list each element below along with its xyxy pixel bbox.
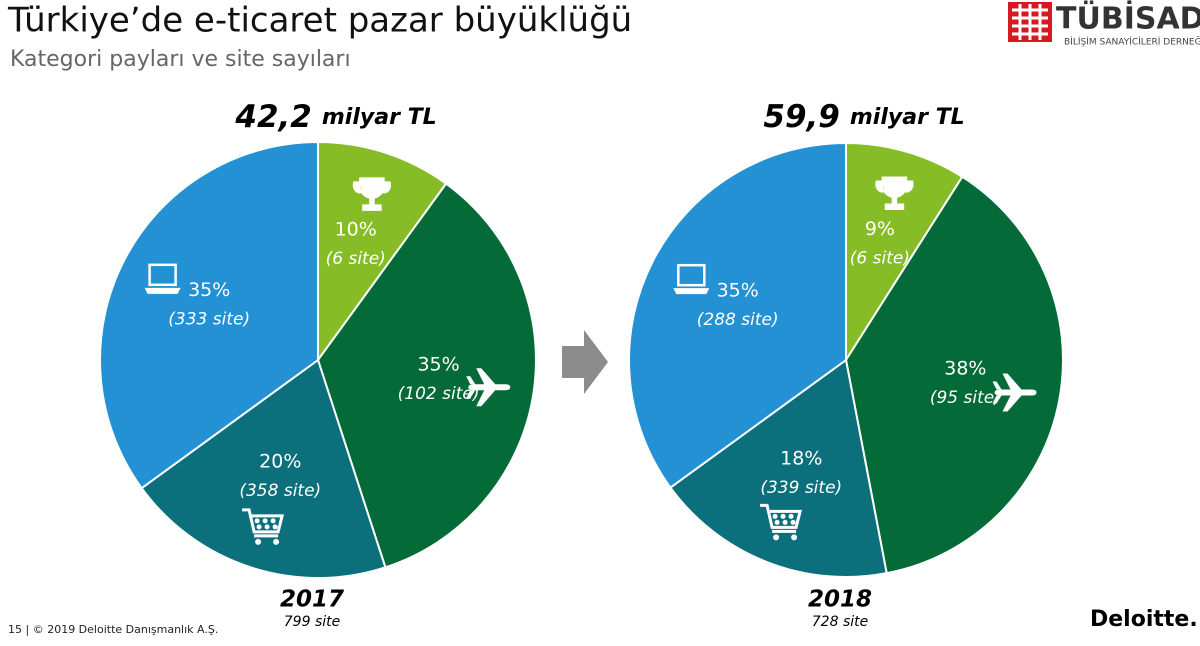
pie-slice <box>845 141 964 364</box>
arrow <box>562 330 608 394</box>
slice-icon <box>144 263 181 294</box>
pie-slice <box>669 358 888 578</box>
slice-icon <box>673 263 710 295</box>
icon-cart-dot <box>264 524 270 530</box>
pie-slice <box>99 140 319 490</box>
icon-cart-dot <box>270 518 276 524</box>
pie-chart: 10% (6 site) 35% (102 site) 20% (358 site) 35%… <box>99 99 537 630</box>
slice-value-label: 20% <box>259 451 301 473</box>
icon-cart-dot <box>772 513 778 519</box>
logo-grid <box>1012 4 1048 40</box>
slice-value-label: 35% <box>417 354 459 376</box>
icon-cart-dot <box>262 518 268 524</box>
pie-slice <box>140 358 387 579</box>
slice-value-label: 38% <box>944 357 986 379</box>
icon-cart-dot <box>774 519 780 525</box>
icon-cart <box>242 508 285 538</box>
icon-cart-wheel <box>273 538 280 545</box>
pie-title: 42,2 milyar TL <box>234 99 436 135</box>
footer-text: 15 | © 2019 Deloitte Danışmanlık A.Ş. <box>8 623 218 636</box>
icon-cart-wheel <box>791 534 798 541</box>
slice-site-label: (6 site) <box>326 249 386 269</box>
icon-cart-dot <box>782 519 788 525</box>
icon-cart-wheel <box>255 538 262 545</box>
icon-trophy <box>875 176 914 211</box>
slice-icon <box>992 373 1037 412</box>
icon-cart-dot <box>790 519 796 525</box>
pie-slice <box>628 141 847 489</box>
slice-value-label: 35% <box>188 279 230 301</box>
slice-site-label: (339 site) <box>760 478 842 498</box>
pie-slice <box>316 182 537 569</box>
slice-value-label: 10% <box>335 218 377 240</box>
pie-year: 2017 <box>280 587 344 613</box>
slice-value-label: 18% <box>780 447 822 469</box>
slice-site-label: (288 site) <box>697 310 779 330</box>
slice-icon <box>242 508 285 545</box>
slice-site-label: (333 site) <box>168 310 250 330</box>
slice-icon <box>875 176 914 211</box>
pie-title-value: 59,9 <box>763 99 840 135</box>
slice-icon <box>760 503 803 541</box>
brand: Deloitte. <box>1090 607 1198 632</box>
pie-title-value: 42,2 <box>234 99 312 135</box>
icon-laptop-screen <box>148 263 177 287</box>
logo: TÜBİSAD BİLİŞİM SANAYİCİLERİ DERNEĞİ <box>1008 0 1200 48</box>
logo-name: TÜBİSAD <box>1056 0 1200 37</box>
pie-year: 2018 <box>808 587 872 613</box>
pie-title: 59,9 milyar TL <box>763 99 964 135</box>
icon-cart-dot <box>256 524 262 530</box>
slice-icon <box>352 177 391 211</box>
icon-laptop-base <box>144 287 181 294</box>
icon-plane <box>466 368 511 407</box>
slice-value-label: 9% <box>865 218 895 240</box>
pie-total: 728 site <box>812 614 868 630</box>
slice-site-label: (358 site) <box>239 481 321 501</box>
icon-cart-dot <box>254 518 260 524</box>
slice-value-label: 35% <box>717 279 759 301</box>
slice-site-label: (95 site) <box>930 388 1001 408</box>
pie-total: 799 site <box>284 614 340 630</box>
icon-cart-dot <box>272 524 278 530</box>
icon-laptop-screen <box>677 263 706 287</box>
slice-site-label: (6 site) <box>850 248 910 268</box>
icon-cart-dot <box>788 513 794 519</box>
logo-subtitle: BİLİŞİM SANAYİCİLERİ DERNEĞİ <box>1064 36 1200 48</box>
icon-cart-wheel <box>773 534 780 541</box>
pie-title-unit: milyar TL <box>322 105 437 130</box>
icon-trophy <box>352 177 391 211</box>
slide-subtitle: Kategori payları ve site sayıları <box>10 47 351 72</box>
icon-laptop-base <box>673 288 710 295</box>
slice-site-label: (102 site) <box>398 384 480 404</box>
pie-title-unit: milyar TL <box>850 105 965 130</box>
icon-cart-dot <box>780 513 786 519</box>
slice-icon <box>466 368 511 407</box>
icon-cart <box>760 503 803 533</box>
icon-plane <box>992 373 1037 412</box>
slide-title: Türkiye’de e-ticaret pazar büyüklüğü <box>7 1 632 41</box>
pie-slice <box>844 175 1064 575</box>
pie-slice <box>317 140 448 364</box>
pie-chart: 9% (6 site) 38% (95 site) 18% (339 site) 35% (2… <box>628 99 1064 630</box>
